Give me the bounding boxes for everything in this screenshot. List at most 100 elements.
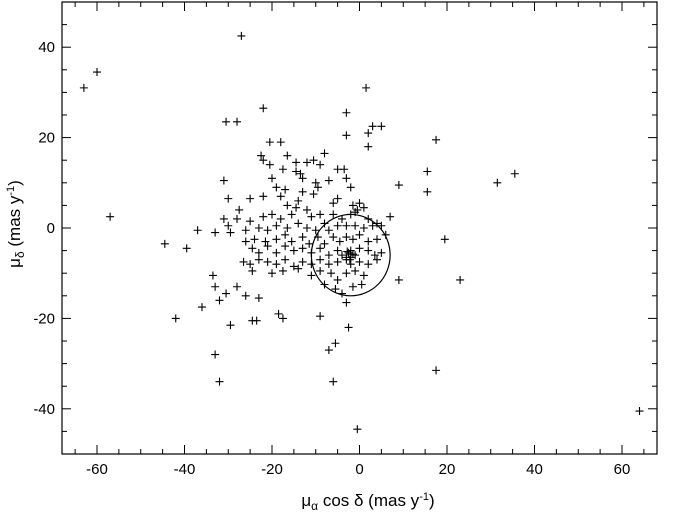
y-axis-title-close: ) bbox=[5, 180, 24, 186]
data-point bbox=[324, 251, 333, 260]
axis-labels: -60 -40 -20 0 20 40 60 -40 -20 0 20 40 bbox=[33, 39, 630, 478]
data-point bbox=[493, 178, 502, 187]
data-point bbox=[281, 230, 290, 239]
data-point bbox=[278, 314, 287, 323]
data-point bbox=[241, 291, 250, 300]
data-point bbox=[355, 244, 364, 253]
data-point bbox=[342, 221, 351, 230]
data-point bbox=[370, 251, 379, 260]
data-point bbox=[309, 190, 318, 199]
data-point bbox=[283, 224, 292, 232]
data-point bbox=[353, 425, 362, 434]
data-point bbox=[338, 214, 346, 223]
data-point bbox=[219, 214, 228, 223]
data-point bbox=[237, 31, 246, 40]
y-tick-label: -40 bbox=[33, 401, 55, 418]
data-point bbox=[368, 122, 377, 131]
data-point bbox=[292, 158, 301, 167]
x-tick-label: 0 bbox=[355, 461, 363, 478]
data-point bbox=[324, 260, 333, 269]
data-point bbox=[265, 160, 274, 169]
data-point bbox=[338, 289, 346, 298]
data-point bbox=[254, 294, 263, 303]
data-point bbox=[171, 314, 180, 323]
data-point bbox=[268, 210, 276, 219]
data-point bbox=[368, 221, 377, 230]
data-point bbox=[160, 239, 169, 248]
data-point bbox=[298, 257, 307, 266]
data-point bbox=[233, 117, 241, 126]
data-point bbox=[320, 149, 329, 158]
data-point bbox=[338, 251, 346, 260]
data-point bbox=[340, 165, 349, 174]
data-point bbox=[351, 221, 360, 230]
x-axis-title-sup: -1 bbox=[419, 491, 429, 503]
data-point bbox=[357, 280, 366, 289]
data-point bbox=[246, 194, 255, 203]
data-point bbox=[193, 226, 202, 235]
data-point bbox=[289, 246, 298, 255]
data-point bbox=[298, 233, 307, 242]
x-tick-label: 60 bbox=[614, 461, 631, 478]
data-point bbox=[261, 237, 270, 246]
data-point bbox=[311, 226, 320, 235]
data-point bbox=[263, 242, 272, 251]
data-point bbox=[364, 237, 373, 246]
data-point bbox=[423, 167, 432, 176]
data-point bbox=[344, 248, 353, 257]
data-point bbox=[309, 156, 318, 165]
data-point bbox=[226, 321, 235, 330]
data-point bbox=[342, 233, 351, 242]
data-point bbox=[423, 187, 432, 196]
data-point bbox=[272, 248, 281, 257]
data-point bbox=[248, 244, 257, 253]
data-point bbox=[327, 269, 336, 278]
data-point bbox=[364, 129, 373, 138]
y-tick-label: 20 bbox=[38, 130, 55, 147]
data-point bbox=[313, 183, 322, 192]
data-point bbox=[316, 255, 325, 264]
data-point bbox=[278, 165, 287, 174]
data-point bbox=[298, 174, 307, 183]
data-point bbox=[259, 156, 268, 165]
data-point bbox=[316, 244, 325, 253]
data-point bbox=[226, 228, 235, 237]
data-point bbox=[373, 219, 381, 228]
data-point bbox=[219, 176, 228, 185]
data-point bbox=[311, 178, 320, 187]
data-point bbox=[272, 221, 281, 230]
data-point bbox=[259, 212, 268, 221]
data-point bbox=[335, 237, 344, 246]
y-tick-label: 0 bbox=[47, 220, 55, 237]
data-point bbox=[307, 212, 316, 221]
data-point bbox=[272, 260, 281, 269]
data-point bbox=[316, 266, 325, 275]
data-point bbox=[276, 138, 285, 147]
data-point bbox=[346, 183, 355, 192]
x-tick-label: -40 bbox=[174, 461, 196, 478]
data-point bbox=[283, 151, 292, 160]
data-point bbox=[239, 257, 248, 266]
data-point bbox=[305, 239, 314, 248]
data-point bbox=[359, 271, 368, 280]
data-point bbox=[281, 242, 290, 251]
x-tick-label: 40 bbox=[526, 461, 543, 478]
data-point bbox=[252, 316, 261, 325]
data-point bbox=[254, 224, 263, 232]
data-point bbox=[281, 255, 290, 264]
data-point bbox=[215, 377, 224, 386]
data-point bbox=[233, 282, 241, 291]
data-point bbox=[287, 210, 296, 219]
data-point bbox=[235, 205, 244, 214]
data-point bbox=[215, 296, 224, 305]
data-point bbox=[272, 183, 281, 192]
data-point bbox=[324, 346, 333, 355]
data-point bbox=[316, 312, 325, 321]
data-point bbox=[355, 230, 364, 239]
data-point bbox=[303, 224, 311, 232]
data-point bbox=[342, 131, 351, 140]
data-point bbox=[333, 246, 342, 255]
data-point bbox=[364, 246, 373, 255]
data-point bbox=[333, 257, 342, 266]
